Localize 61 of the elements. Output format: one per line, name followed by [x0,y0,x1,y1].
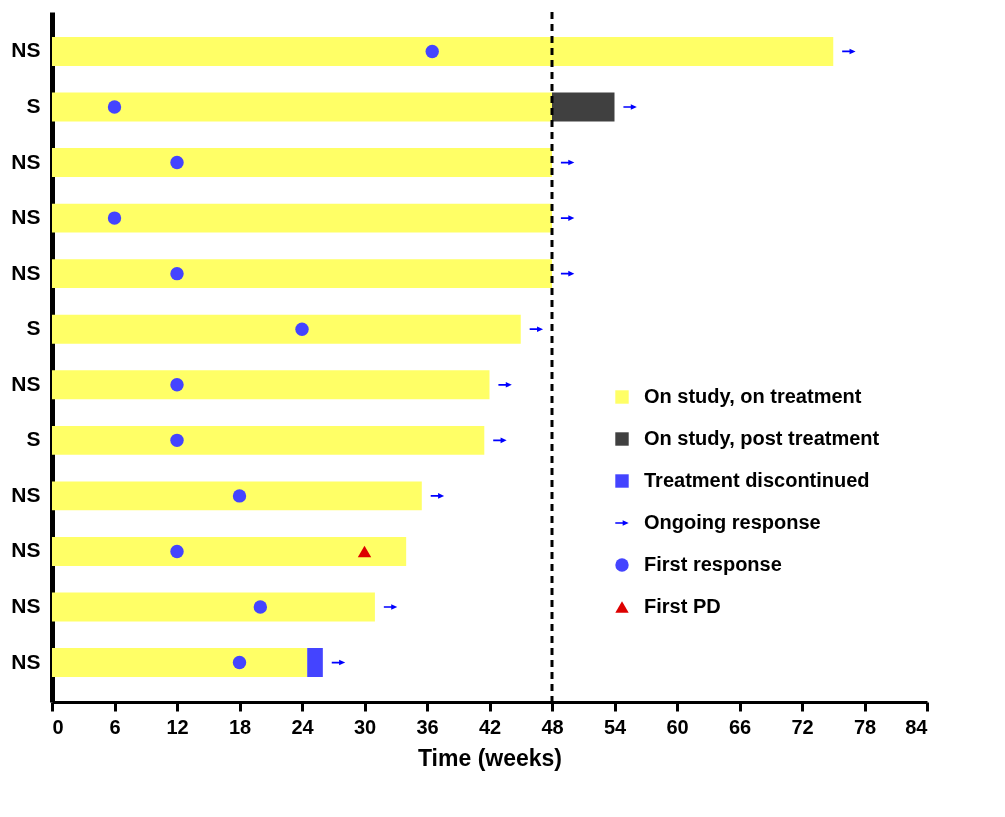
y-tick-label: NS [11,38,41,62]
point [107,100,122,114]
bar [52,203,552,233]
bar [52,481,422,511]
y-tick-label: S [26,316,41,340]
point [170,378,184,392]
bar [52,648,308,677]
y-tick-label: NS [11,371,41,395]
y-tick-label: S [26,427,41,451]
x-tick-label: 42 [478,715,502,738]
bar [307,648,323,677]
bar [52,37,834,66]
x-tick-label: 36 [416,715,439,738]
point [232,655,247,670]
point [170,544,184,559]
legend-label: Ongoing response [644,511,821,533]
point [170,266,184,281]
point [170,155,184,170]
y-tick-label: NS [11,149,41,173]
bar [52,425,485,455]
x-tick-label: 48 [541,715,564,738]
x-tick-label: 72 [791,715,814,738]
point [253,600,268,614]
x-axis-title: Time (weeks) [417,744,563,771]
x-tick-label: 6 [109,715,121,738]
y-tick-label: NS [11,594,41,617]
bar [52,537,407,566]
point [107,211,122,225]
bar [52,92,552,122]
y-tick-label: NS [11,260,41,284]
x-tick-label: 0 [52,715,64,738]
x-tick-label: 54 [603,715,627,738]
point [170,433,184,448]
legend-label: First PD [644,595,721,617]
x-tick-label: 84 [905,715,929,738]
legend-label: Treatment discontinued [644,469,870,491]
legend-label: First response [644,553,782,575]
x-tick-label: 66 [728,715,752,738]
y-tick-label: NS [11,205,41,229]
x-tick-label: 30 [353,715,377,738]
bar [52,148,552,177]
bar [552,92,615,122]
legend-label: On study, on treatment [644,385,862,407]
x-tick-label: 18 [228,715,252,738]
bar [52,314,521,344]
bar [52,370,490,400]
x-tick-label: 12 [166,715,189,738]
x-tick-label: 78 [853,715,877,738]
legend-label: On study, post treatment [644,427,880,449]
x-tick-label: 24 [291,715,315,738]
point [232,489,247,503]
y-tick-label: S [26,94,41,117]
x-tick-label: 60 [666,715,689,738]
y-tick-label: NS [11,649,41,673]
bar [52,592,375,622]
point [425,44,439,59]
y-tick-label: NS [11,538,41,562]
point [357,545,372,558]
bar [52,259,552,289]
point [295,322,309,336]
y-tick-label: NS [11,482,41,506]
